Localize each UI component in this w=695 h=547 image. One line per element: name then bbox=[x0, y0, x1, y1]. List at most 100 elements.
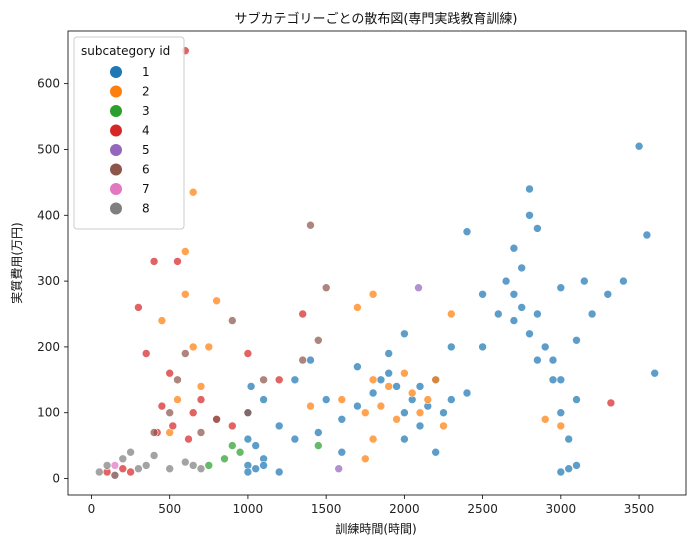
legend-label-8: 8 bbox=[142, 202, 150, 216]
point-series-5-0 bbox=[334, 464, 344, 474]
point-series-2-15 bbox=[384, 382, 394, 391]
y-tick-label-1: 100 bbox=[37, 406, 60, 420]
point-series-1-38 bbox=[556, 408, 566, 418]
point-series-2-22 bbox=[439, 421, 448, 431]
point-series-1-60 bbox=[525, 329, 534, 339]
point-series-1-7 bbox=[274, 421, 284, 431]
point-series-1-28 bbox=[501, 276, 511, 286]
point-series-1-51 bbox=[415, 421, 425, 431]
point-series-1-54 bbox=[243, 467, 253, 477]
point-series-3-2 bbox=[235, 447, 245, 457]
point-series-4-14 bbox=[228, 421, 237, 431]
point-series-1-62 bbox=[548, 375, 558, 385]
x-tick-label-4: 2000 bbox=[389, 502, 420, 516]
y-tick-label-4: 400 bbox=[37, 208, 60, 222]
point-series-6-6 bbox=[228, 316, 237, 325]
legend-label-5: 5 bbox=[142, 143, 150, 157]
point-series-1-55 bbox=[251, 464, 260, 474]
point-series-1-73 bbox=[478, 289, 487, 299]
point-series-6-4 bbox=[196, 428, 206, 437]
point-series-2-17 bbox=[400, 368, 409, 378]
point-series-1-47 bbox=[650, 368, 660, 378]
point-series-1-15 bbox=[384, 368, 394, 378]
y-tick-label-2: 200 bbox=[37, 340, 60, 354]
point-series-8-6 bbox=[141, 461, 151, 470]
x-tick-label-7: 3500 bbox=[624, 502, 655, 516]
chart-title: サブカテゴリーごとの散布図(専門実践教育訓練) bbox=[234, 11, 517, 27]
legend-marker-5 bbox=[110, 144, 122, 156]
point-series-4-3 bbox=[126, 467, 135, 477]
legend-marker-8 bbox=[110, 202, 122, 215]
legend-marker-7 bbox=[110, 183, 122, 195]
point-series-4-2 bbox=[118, 464, 128, 474]
point-series-1-27 bbox=[493, 309, 503, 319]
point-series-1-72 bbox=[462, 227, 472, 236]
point-series-2-18 bbox=[407, 388, 417, 398]
point-series-2-14 bbox=[376, 401, 386, 411]
point-series-2-3 bbox=[181, 289, 190, 299]
point-series-8-8 bbox=[165, 464, 174, 474]
point-series-2-24 bbox=[188, 342, 198, 352]
point-series-1-1 bbox=[243, 434, 253, 444]
point-series-6-3 bbox=[181, 349, 190, 358]
point-series-3-1 bbox=[228, 441, 237, 450]
x-axis-ticks: 0 500 1000 1500 2000 2500 3000 3500 bbox=[88, 495, 655, 516]
point-series-8-1 bbox=[102, 461, 112, 470]
point-series-2-12 bbox=[368, 375, 378, 385]
point-series-2-2 bbox=[173, 395, 182, 404]
point-series-1-12 bbox=[353, 401, 362, 411]
point-series-1-18 bbox=[400, 434, 409, 444]
legend-marker-4 bbox=[110, 124, 122, 137]
point-series-4-16 bbox=[274, 375, 284, 385]
legend-label-6: 6 bbox=[142, 163, 150, 177]
legend-title: subcategory id bbox=[81, 44, 170, 58]
point-series-2-19 bbox=[415, 408, 425, 418]
point-series-2-16 bbox=[392, 414, 401, 424]
point-series-2-28 bbox=[556, 421, 566, 431]
point-series-1-71 bbox=[337, 447, 347, 457]
point-series-1-65 bbox=[572, 461, 581, 470]
point-series-2-6 bbox=[204, 342, 214, 352]
point-series-1-68 bbox=[533, 224, 542, 233]
point-series-6-11 bbox=[298, 355, 308, 365]
point-series-4-20 bbox=[168, 421, 178, 431]
point-series-1-4 bbox=[251, 441, 260, 450]
points-layer bbox=[95, 46, 660, 480]
legend-marker-2 bbox=[110, 85, 122, 98]
point-series-2-20 bbox=[423, 395, 433, 404]
point-series-2-13 bbox=[368, 434, 378, 444]
point-series-1-66 bbox=[556, 283, 566, 293]
point-series-1-32 bbox=[525, 211, 534, 220]
point-series-2-23 bbox=[446, 309, 456, 319]
point-series-6-1 bbox=[165, 408, 174, 418]
point-series-2-0 bbox=[157, 316, 167, 325]
point-series-1-30 bbox=[509, 289, 519, 299]
point-series-8-0 bbox=[95, 467, 104, 477]
point-series-1-44 bbox=[619, 276, 628, 286]
y-axis-ticks: 0 100 200 300 400 500 600 bbox=[37, 77, 68, 486]
point-series-1-49 bbox=[384, 349, 394, 358]
point-series-4-9 bbox=[173, 257, 182, 266]
legend-marker-6 bbox=[110, 163, 122, 176]
point-series-8-11 bbox=[196, 464, 206, 474]
point-series-4-21 bbox=[184, 434, 193, 444]
point-series-1-36 bbox=[548, 355, 558, 365]
point-series-7-0 bbox=[110, 461, 120, 470]
point-series-1-24 bbox=[446, 395, 456, 404]
legend-box bbox=[73, 36, 185, 230]
legend-label-7: 7 bbox=[142, 182, 150, 196]
point-series-1-23 bbox=[439, 408, 448, 418]
point-series-3-4 bbox=[204, 461, 214, 470]
point-series-1-39 bbox=[564, 434, 574, 444]
point-series-1-41 bbox=[579, 276, 589, 286]
legend-marker-3 bbox=[110, 105, 122, 117]
point-series-1-63 bbox=[556, 467, 566, 477]
point-series-2-26 bbox=[368, 289, 378, 299]
legend-marker-1 bbox=[110, 66, 122, 78]
point-series-1-40 bbox=[572, 335, 581, 345]
point-series-5-1 bbox=[414, 283, 423, 293]
point-series-1-14 bbox=[376, 375, 386, 385]
point-series-1-31 bbox=[517, 263, 527, 273]
legend-items: 1 2 3 4 5 6 7 8 bbox=[110, 65, 150, 216]
